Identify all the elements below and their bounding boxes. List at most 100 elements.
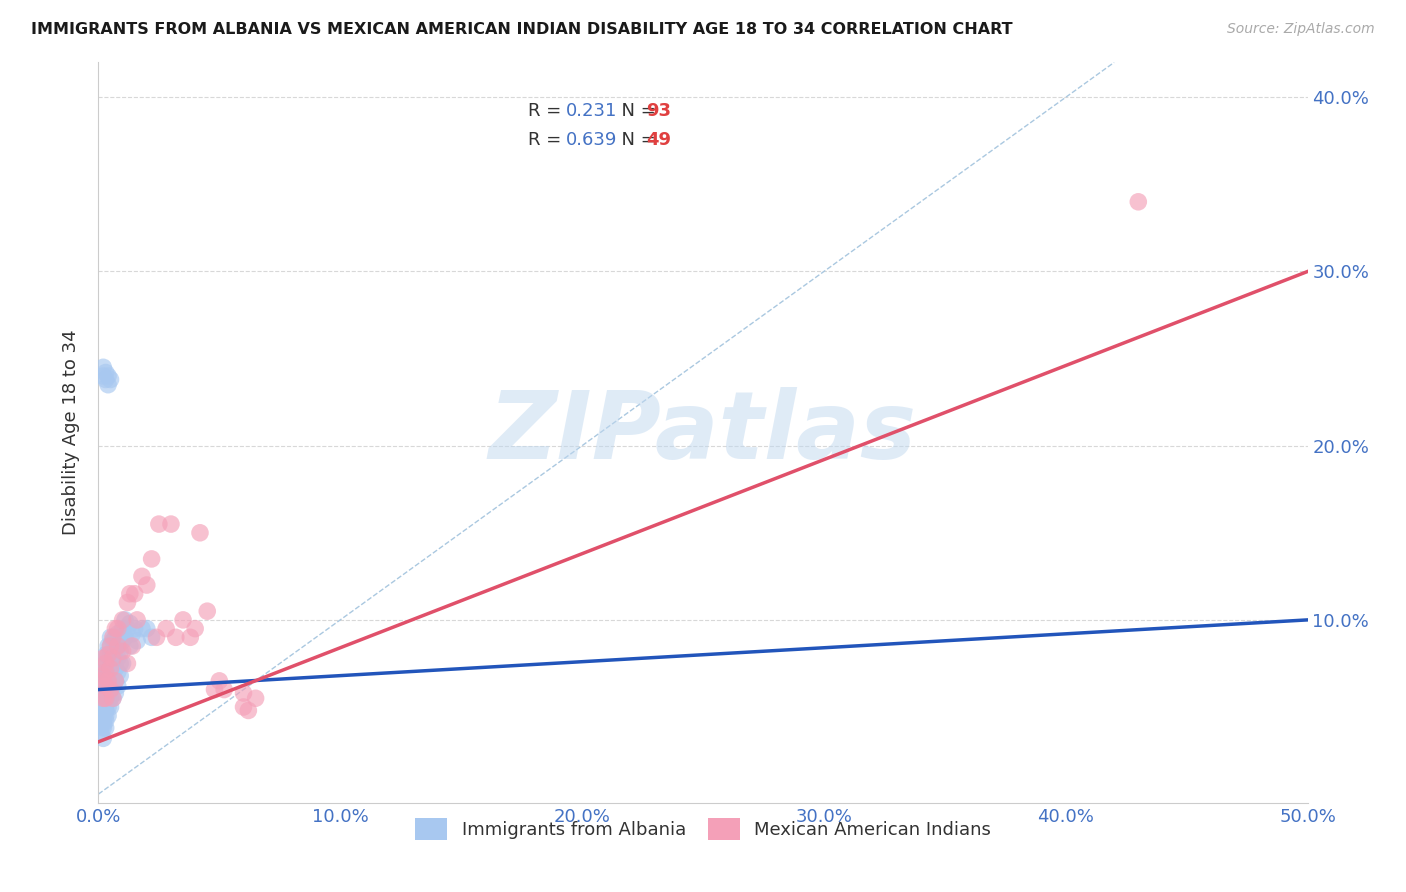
Point — [100, 662, 122, 676]
Point — [91, 700, 114, 714]
Point — [124, 622, 146, 636]
Point — [208, 673, 231, 688]
Point — [101, 630, 124, 644]
Point — [94, 703, 117, 717]
Point — [135, 622, 157, 636]
Y-axis label: Disability Age 18 to 34: Disability Age 18 to 34 — [62, 330, 80, 535]
Point — [104, 622, 127, 636]
Point — [91, 360, 114, 375]
Point — [91, 651, 114, 665]
Point — [91, 721, 114, 735]
Point — [94, 372, 117, 386]
Point — [97, 665, 120, 680]
Point — [101, 644, 124, 658]
Point — [117, 657, 139, 671]
Point — [127, 633, 149, 648]
Point — [94, 673, 117, 688]
Text: 49: 49 — [647, 131, 671, 149]
Text: 0.639: 0.639 — [567, 131, 617, 149]
Point — [114, 630, 136, 644]
Point — [101, 679, 124, 693]
Point — [91, 691, 114, 706]
Point — [101, 651, 124, 665]
Text: 93: 93 — [647, 102, 671, 120]
Text: ZIPatlas: ZIPatlas — [489, 386, 917, 479]
Point — [97, 682, 120, 697]
Point — [91, 682, 114, 697]
Point — [107, 639, 129, 653]
Point — [108, 630, 131, 644]
Point — [90, 714, 112, 728]
Point — [160, 517, 183, 532]
Point — [94, 708, 117, 723]
Point — [100, 648, 122, 662]
Point — [97, 700, 120, 714]
Point — [111, 633, 134, 648]
Point — [101, 668, 124, 682]
Text: 0.231: 0.231 — [567, 102, 617, 120]
Point — [91, 717, 114, 731]
Point — [91, 668, 114, 682]
Point — [101, 691, 124, 706]
Point — [100, 630, 122, 644]
Point — [101, 691, 124, 706]
Point — [97, 673, 120, 688]
Point — [97, 686, 120, 700]
Point — [94, 657, 117, 671]
Point — [91, 686, 114, 700]
Point — [118, 639, 141, 653]
Point — [121, 627, 143, 641]
Point — [97, 657, 120, 671]
Point — [108, 668, 131, 682]
Point — [91, 708, 114, 723]
Point — [184, 622, 207, 636]
Point — [107, 622, 129, 636]
Point — [91, 665, 114, 680]
Point — [97, 377, 120, 392]
Point — [155, 622, 177, 636]
Point — [121, 639, 143, 653]
Point — [97, 708, 120, 723]
Point — [94, 665, 117, 680]
Point — [1128, 194, 1150, 209]
Point — [100, 639, 122, 653]
Text: R =: R = — [527, 131, 567, 149]
Point — [104, 673, 127, 688]
Point — [117, 622, 139, 636]
Point — [101, 633, 124, 648]
Point — [94, 700, 117, 714]
Point — [97, 648, 120, 662]
Point — [107, 627, 129, 641]
Point — [94, 679, 117, 693]
Point — [100, 639, 122, 653]
Point — [94, 366, 117, 380]
Point — [94, 665, 117, 680]
Point — [195, 604, 218, 618]
Point — [145, 630, 167, 644]
Point — [94, 657, 117, 671]
Point — [111, 644, 134, 658]
Point — [90, 682, 112, 697]
Text: IMMIGRANTS FROM ALBANIA VS MEXICAN AMERICAN INDIAN DISABILITY AGE 18 TO 34 CORRE: IMMIGRANTS FROM ALBANIA VS MEXICAN AMERI… — [31, 22, 1012, 37]
Point — [104, 686, 127, 700]
Point — [91, 673, 114, 688]
Point — [94, 668, 117, 682]
Point — [97, 673, 120, 688]
Point — [101, 662, 124, 676]
Point — [104, 651, 127, 665]
Point — [100, 691, 122, 706]
Point — [118, 616, 141, 631]
Point — [104, 673, 127, 688]
Point — [104, 630, 127, 644]
Point — [107, 651, 129, 665]
Point — [91, 731, 114, 746]
Point — [100, 673, 122, 688]
Point — [100, 372, 122, 386]
Point — [232, 700, 254, 714]
Point — [108, 644, 131, 658]
Point — [117, 595, 139, 609]
Point — [94, 721, 117, 735]
Point — [104, 639, 127, 653]
Point — [90, 726, 112, 740]
Point — [94, 691, 117, 706]
